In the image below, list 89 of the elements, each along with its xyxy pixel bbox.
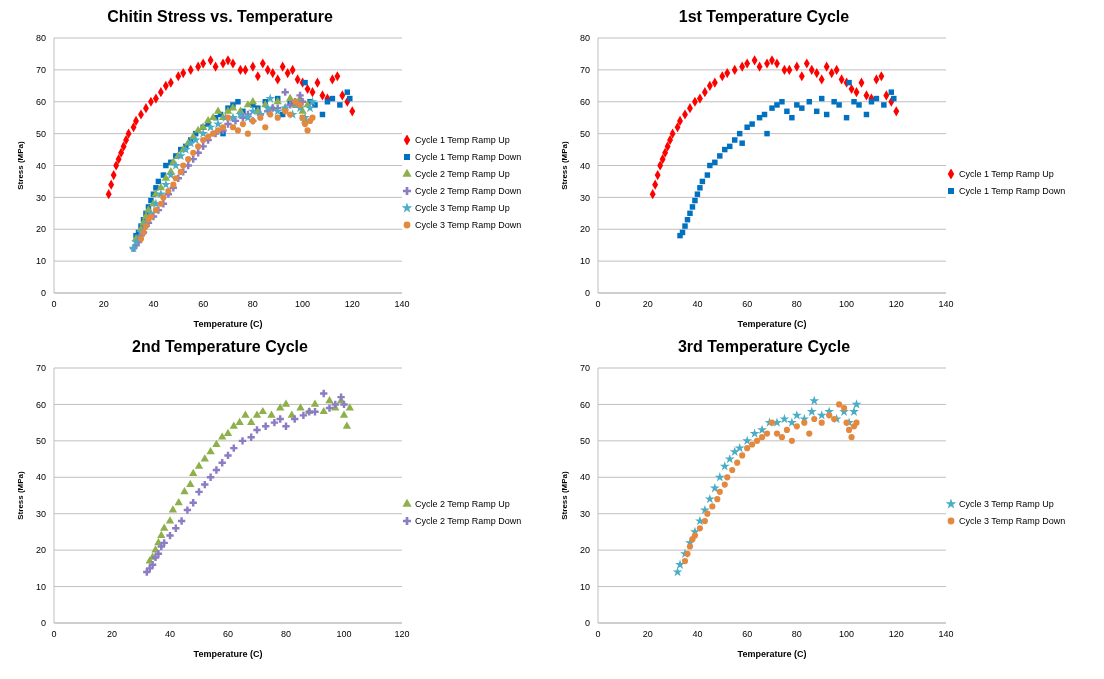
legend-label: Cycle 2 Temp Ramp Up	[415, 499, 510, 509]
x-axis-title: Temperature (C)	[193, 319, 263, 329]
x-tick-label: 140	[938, 299, 954, 310]
x-tick-label: 20	[642, 629, 653, 640]
x-tick-label: 60	[742, 629, 753, 640]
legend-label: Cycle 1 Temp Ramp Down	[959, 186, 1066, 196]
y-tick-label: 0	[584, 618, 590, 629]
x-tick-label: 80	[791, 299, 802, 310]
x-tick-label: 100	[295, 299, 311, 310]
x-tick-label: 60	[198, 299, 209, 310]
y-tick-label: 50	[579, 128, 590, 139]
chart-title: 3rd Temperature Cycle	[676, 338, 852, 357]
y-tick-label: 20	[35, 545, 46, 556]
x-tick-label: 140	[394, 299, 410, 310]
y-tick-label: 20	[35, 224, 46, 235]
x-tick-label: 20	[106, 629, 118, 640]
x-axis-title: Temperature (C)	[737, 649, 807, 659]
x-tick-label: 40	[164, 629, 176, 640]
y-tick-label: 50	[579, 436, 590, 447]
x-axis-title: Temperature (C)	[193, 649, 263, 659]
x-tick-label: 0	[51, 629, 57, 640]
y-tick-label: 70	[579, 65, 590, 76]
y-tick-label: 20	[579, 224, 590, 235]
legend-label: Cycle 3 Temp Ramp Up	[415, 203, 510, 213]
legend-label: Cycle 2 Temp Ramp Down	[415, 516, 522, 526]
y-tick-label: 30	[579, 192, 590, 203]
x-tick-label: 80	[247, 299, 258, 310]
y-tick-label: 30	[35, 192, 46, 203]
y-tick-label: 60	[35, 96, 46, 107]
legend-label: Cycle 3 Temp Ramp Up	[959, 499, 1054, 509]
x-tick-label: 120	[394, 629, 410, 640]
y-tick-label: 10	[35, 256, 46, 267]
y-tick-label: 80	[35, 33, 46, 44]
x-tick-label: 100	[839, 629, 855, 640]
x-tick-label: 20	[642, 299, 653, 310]
y-tick-label: 0	[40, 618, 46, 629]
legend-label: Cycle 3 Temp Ramp Down	[415, 220, 522, 230]
x-tick-label: 60	[222, 629, 234, 640]
y-tick-label: 20	[579, 545, 590, 556]
x-tick-label: 40	[692, 299, 703, 310]
chart-title: Chitin Stress vs. Temperature	[106, 8, 334, 27]
x-tick-label: 80	[280, 629, 292, 640]
legend-label: Cycle 3 Temp Ramp Down	[959, 516, 1066, 526]
x-tick-label: 0	[595, 629, 601, 640]
y-tick-label: 70	[35, 65, 46, 76]
y-tick-label: 0	[40, 288, 46, 299]
legend-label: Cycle 1 Temp Ramp Up	[959, 169, 1054, 179]
legend-label: Cycle 1 Temp Ramp Down	[415, 152, 522, 162]
y-tick-label: 10	[35, 581, 46, 592]
chart-title: 2nd Temperature Cycle	[131, 338, 309, 357]
y-tick-label: 50	[35, 128, 46, 139]
y-tick-label: 60	[579, 399, 590, 410]
x-tick-label: 100	[336, 629, 352, 640]
x-axis-title: Temperature (C)	[737, 319, 807, 329]
y-tick-label: 60	[579, 96, 590, 107]
y-axis-title: Stress (MPa)	[559, 470, 569, 520]
y-tick-label: 80	[579, 33, 590, 44]
y-axis-title: Stress (MPa)	[15, 470, 25, 520]
y-tick-label: 40	[35, 472, 46, 483]
x-tick-label: 20	[98, 299, 109, 310]
x-tick-label: 120	[888, 299, 904, 310]
x-tick-label: 0	[51, 299, 57, 310]
x-tick-label: 0	[595, 299, 601, 310]
x-tick-label: 40	[692, 629, 703, 640]
legend-label: Cycle 2 Temp Ramp Down	[415, 186, 522, 196]
chart-title: 1st Temperature Cycle	[677, 8, 851, 27]
y-tick-label: 60	[35, 399, 46, 410]
x-tick-label: 100	[839, 299, 855, 310]
y-tick-label: 10	[579, 581, 590, 592]
y-tick-label: 10	[579, 256, 590, 267]
y-tick-label: 70	[579, 363, 590, 374]
y-tick-label: 70	[35, 363, 46, 374]
x-tick-label: 80	[791, 629, 802, 640]
x-tick-label: 140	[938, 629, 954, 640]
legend-label: Cycle 1 Temp Ramp Up	[415, 135, 510, 145]
legend-label: Cycle 2 Temp Ramp Up	[415, 169, 510, 179]
y-tick-label: 0	[584, 288, 590, 299]
y-axis-title: Stress (MPa)	[15, 140, 25, 190]
y-tick-label: 50	[35, 436, 46, 447]
y-tick-label: 40	[579, 472, 590, 483]
x-tick-label: 60	[742, 299, 753, 310]
y-tick-label: 40	[579, 160, 590, 171]
y-tick-label: 30	[35, 508, 46, 519]
x-tick-label: 120	[888, 629, 904, 640]
y-axis-title: Stress (MPa)	[559, 140, 569, 190]
x-tick-label: 40	[148, 299, 159, 310]
y-tick-label: 30	[579, 508, 590, 519]
x-tick-label: 120	[344, 299, 360, 310]
y-tick-label: 40	[35, 160, 46, 171]
